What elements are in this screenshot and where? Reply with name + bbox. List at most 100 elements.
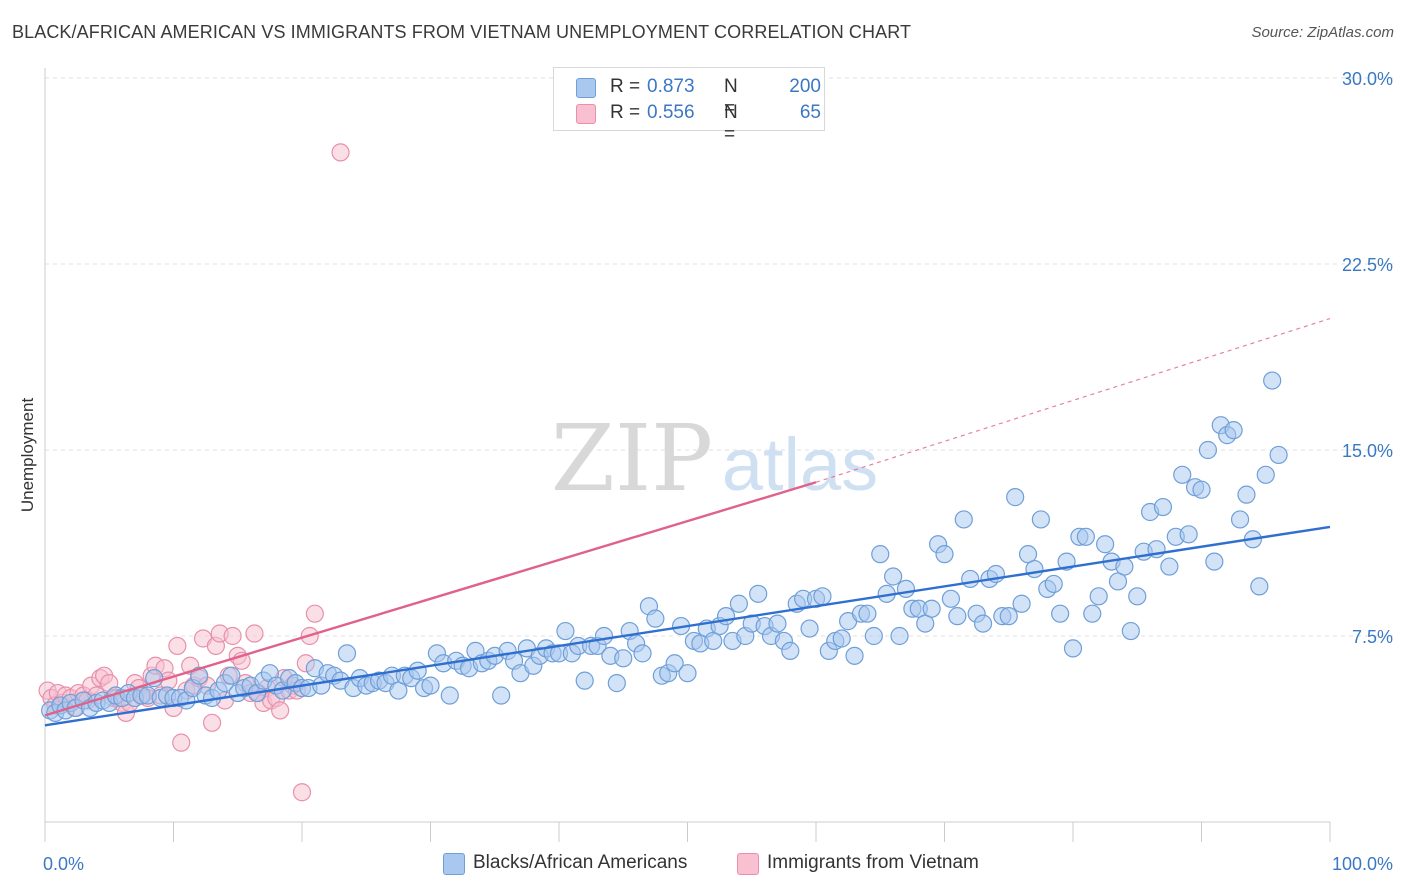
point-black-60	[421, 676, 440, 695]
point-black-155	[1031, 510, 1050, 529]
point-black-24	[190, 666, 209, 685]
point-vietnam-49	[245, 624, 264, 643]
point-black-169	[1121, 621, 1140, 641]
point-black-141	[941, 589, 961, 608]
trend-lines	[44, 317, 1331, 727]
point-black-140	[935, 545, 954, 564]
y-tick-label-3: 30.0%	[1342, 69, 1393, 89]
trend-line-vietnam	[44, 481, 817, 717]
point-vietnam-44	[223, 626, 242, 646]
point-black-186	[1230, 510, 1250, 529]
point-black-130	[871, 545, 890, 564]
point-black-71	[492, 686, 511, 705]
legend-swatch-black	[576, 78, 596, 98]
point-black-95	[646, 609, 665, 628]
bottom-legend-label-black: Blacks/African Americans	[473, 852, 688, 873]
point-black-124	[832, 629, 851, 648]
point-black-182	[1205, 552, 1224, 571]
point-vietnam-39	[202, 713, 222, 732]
legend: R = 0.873 N = 200 R = 0.556 N = 65	[553, 67, 825, 145]
chart-title: BLACK/AFRICAN AMERICAN VS IMMIGRANTS FRO…	[12, 22, 912, 42]
x-tick-label-0: 0.0%	[43, 854, 84, 874]
point-black-143	[954, 510, 973, 529]
point-black-160	[1063, 639, 1083, 658]
point-black-126	[845, 646, 864, 665]
bottom-legend-swatch-vietnam	[737, 853, 759, 875]
series-black	[41, 371, 1288, 722]
tick-labels: 7.5% 15.0% 22.5% 30.0% 0.0% 100.0%	[43, 69, 1393, 874]
point-black-47	[337, 644, 357, 663]
legend-r-label: R =	[610, 76, 641, 97]
point-black-98	[665, 654, 684, 673]
point-black-58	[408, 661, 427, 680]
point-vietnam-31	[168, 636, 187, 656]
legend-r-label: R =	[610, 102, 641, 123]
point-black-158	[1051, 604, 1070, 623]
x-tick-label-1: 100.0%	[1332, 854, 1393, 874]
point-black-87	[594, 626, 614, 646]
point-black-121	[813, 587, 832, 606]
point-black-132	[883, 567, 903, 586]
legend-swatch-vietnam	[576, 104, 596, 124]
point-black-114	[768, 614, 787, 633]
point-black-189	[1250, 577, 1269, 596]
point-black-142	[948, 607, 967, 626]
point-black-177	[1173, 465, 1192, 484]
point-black-93	[633, 644, 652, 663]
legend-n-label: N =	[724, 102, 738, 145]
legend-r-value: 0.556	[647, 102, 695, 123]
point-black-138	[922, 599, 941, 618]
point-black-84	[575, 671, 594, 690]
point-black-108	[729, 594, 749, 613]
point-black-175	[1160, 557, 1179, 576]
point-black-150	[999, 607, 1018, 626]
source-label: Source: ZipAtlas.com	[1251, 24, 1394, 41]
point-black-152	[1012, 594, 1031, 613]
point-black-154	[1025, 559, 1044, 579]
point-vietnam-32	[172, 733, 191, 752]
point-black-133	[890, 626, 909, 646]
point-black-174	[1153, 497, 1173, 517]
point-black-170	[1128, 587, 1147, 606]
point-black-128	[858, 604, 877, 623]
y-tick-label-2: 22.5%	[1342, 255, 1393, 275]
point-black-134	[896, 579, 916, 598]
point-black-157	[1044, 574, 1063, 594]
axes	[44, 68, 1331, 842]
y-tick-label-1: 15.0%	[1342, 441, 1393, 461]
point-black-144	[961, 569, 980, 589]
gridlines	[45, 77, 1394, 637]
point-black-190	[1256, 465, 1275, 484]
bottom-legend-swatch-black	[443, 853, 465, 875]
point-black-187	[1237, 485, 1256, 504]
point-black-181	[1198, 440, 1218, 460]
point-black-192	[1269, 445, 1288, 465]
trend-extension-vietnam	[815, 317, 1331, 483]
legend-r-value: 0.873	[647, 76, 695, 97]
point-black-146	[973, 614, 993, 633]
point-black-89	[607, 674, 626, 693]
y-tick-label-0: 7.5%	[1352, 627, 1393, 647]
point-black-100	[678, 664, 697, 683]
watermark-zip: ZIP	[551, 405, 713, 512]
point-black-90	[614, 649, 633, 668]
point-black-81	[556, 621, 575, 641]
point-black-191	[1263, 371, 1282, 390]
point-black-129	[864, 626, 883, 646]
watermark: ZIP atlas	[551, 405, 878, 512]
legend-n-label: N =	[724, 76, 738, 119]
point-black-119	[800, 619, 819, 638]
point-black-111	[749, 584, 768, 603]
legend-n-value: 65	[799, 102, 821, 123]
point-black-162	[1076, 527, 1095, 546]
point-vietnam-64	[331, 143, 350, 162]
point-vietnam-60	[292, 783, 312, 802]
point-black-116	[781, 641, 800, 660]
point-vietnam-55	[271, 701, 290, 720]
point-black-63	[440, 686, 459, 705]
point-black-178	[1179, 525, 1198, 544]
trend-line-black	[44, 525, 1331, 727]
legend-n-value: 200	[789, 76, 821, 97]
point-black-151	[1006, 488, 1025, 507]
